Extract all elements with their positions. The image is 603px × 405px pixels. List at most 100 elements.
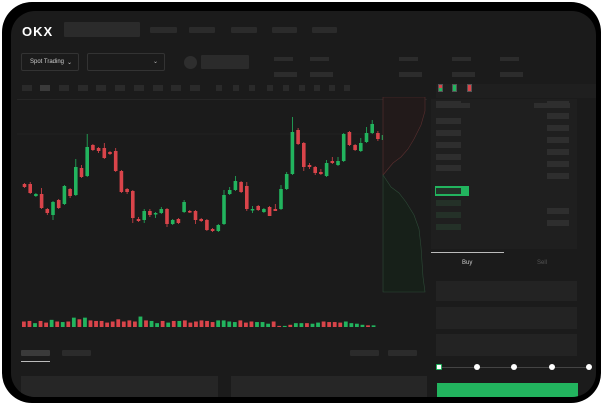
chart-tool-button[interactable] bbox=[190, 85, 200, 91]
filter-button[interactable] bbox=[350, 350, 379, 356]
volume-bar bbox=[149, 320, 154, 327]
chart-tool-button[interactable] bbox=[171, 85, 181, 91]
candle-body bbox=[108, 152, 112, 154]
nav-item[interactable] bbox=[189, 27, 215, 33]
candlestick-chart[interactable] bbox=[11, 11, 431, 341]
coin-icon bbox=[184, 56, 197, 69]
nav-item[interactable] bbox=[272, 27, 297, 33]
amount-input[interactable] bbox=[436, 307, 577, 329]
trading-mode-dropdown[interactable]: Spot Trading ⌄ bbox=[21, 53, 79, 71]
history-tab[interactable] bbox=[62, 350, 91, 356]
candle-body bbox=[307, 165, 312, 167]
slider-step[interactable] bbox=[473, 364, 480, 370]
volume-bar bbox=[71, 317, 76, 327]
pair-price bbox=[201, 55, 249, 69]
chart-tool-icon[interactable] bbox=[314, 85, 320, 91]
nav-item[interactable] bbox=[150, 27, 177, 33]
candle-body bbox=[347, 132, 352, 145]
filter-button[interactable] bbox=[388, 350, 417, 356]
search-bar[interactable] bbox=[64, 22, 140, 37]
candle-body bbox=[245, 186, 249, 209]
orderbook-price bbox=[436, 212, 461, 218]
volume-bar bbox=[27, 320, 32, 327]
volume-bar bbox=[49, 319, 54, 327]
orderbook-buy-icon[interactable] bbox=[452, 84, 457, 92]
candle-body bbox=[79, 168, 84, 177]
chart-tool-button[interactable] bbox=[115, 85, 125, 91]
stat-value bbox=[452, 72, 475, 77]
sell-tab[interactable]: Sell bbox=[537, 260, 548, 266]
candle-body bbox=[330, 161, 335, 163]
chart-tool-icon[interactable] bbox=[299, 85, 305, 91]
candle-body bbox=[22, 184, 27, 187]
orderbook-price bbox=[436, 142, 461, 148]
candle-body bbox=[148, 211, 152, 215]
slider-step[interactable] bbox=[436, 364, 442, 370]
pair-dropdown[interactable]: ⌄ bbox=[87, 53, 165, 71]
candle-body bbox=[336, 161, 340, 165]
volume-bar bbox=[210, 322, 215, 327]
candle-body bbox=[210, 229, 215, 231]
candle-body bbox=[376, 133, 380, 139]
orderbook-sell-icon[interactable] bbox=[467, 84, 472, 92]
chart-tool-button[interactable] bbox=[22, 85, 32, 91]
chart-tool-icon[interactable] bbox=[249, 85, 255, 91]
chart-tool-icon[interactable] bbox=[344, 85, 350, 91]
candle-body bbox=[324, 163, 329, 176]
chart-tool-button[interactable] bbox=[96, 85, 106, 91]
volume-bar bbox=[355, 323, 359, 327]
nav-item[interactable] bbox=[231, 27, 257, 33]
orderbook-size bbox=[547, 173, 569, 179]
stat-value bbox=[500, 72, 523, 77]
volume-bar bbox=[38, 320, 43, 327]
volume-bar bbox=[371, 325, 376, 327]
volume-bar bbox=[282, 325, 287, 327]
chart-tool-icon[interactable] bbox=[216, 85, 222, 91]
chart-tool-button[interactable] bbox=[40, 85, 50, 91]
volume-bar bbox=[105, 322, 110, 327]
chart-tool-icon[interactable] bbox=[283, 85, 289, 91]
slider-step[interactable] bbox=[548, 364, 555, 370]
stat-label bbox=[452, 57, 471, 61]
candle-body bbox=[199, 219, 203, 221]
candle-body bbox=[205, 220, 209, 230]
volume-bar bbox=[316, 322, 320, 327]
candle-body bbox=[56, 200, 61, 208]
volume-bar bbox=[255, 322, 259, 327]
orders-tab[interactable] bbox=[21, 350, 50, 356]
okx-logo[interactable]: OKX bbox=[22, 24, 54, 39]
chart-tool-button[interactable] bbox=[78, 85, 88, 91]
chart-tool-icon[interactable] bbox=[233, 85, 239, 91]
buy-tab[interactable]: Buy bbox=[462, 260, 473, 266]
candle-body bbox=[159, 209, 164, 213]
candle-body bbox=[313, 167, 317, 173]
volume-bar bbox=[110, 321, 115, 327]
orderbook-price bbox=[436, 224, 461, 230]
volume-bar bbox=[205, 320, 209, 327]
slider-step[interactable] bbox=[511, 364, 517, 370]
volume-bar bbox=[77, 319, 82, 327]
orderbook-both-icon[interactable] bbox=[438, 84, 443, 92]
orderbook-size bbox=[547, 161, 569, 167]
candle-body bbox=[222, 195, 226, 224]
depth-ask-area bbox=[382, 97, 426, 176]
candle-body bbox=[113, 151, 118, 171]
volume-bar bbox=[277, 325, 282, 327]
candle-body bbox=[296, 130, 300, 144]
nav-item[interactable] bbox=[312, 27, 337, 33]
chart-tool-icon[interactable] bbox=[329, 85, 335, 91]
slider-step[interactable] bbox=[586, 364, 592, 370]
candle-body bbox=[91, 145, 95, 150]
candle-body bbox=[256, 206, 260, 210]
volume-bar bbox=[116, 319, 121, 327]
total-input[interactable] bbox=[436, 334, 577, 356]
price-input[interactable] bbox=[436, 281, 577, 301]
buy-submit-button[interactable] bbox=[437, 383, 578, 397]
chart-tool-button[interactable] bbox=[59, 85, 69, 91]
chart-tool-button[interactable] bbox=[153, 85, 163, 91]
chart-tool-button[interactable] bbox=[134, 85, 144, 91]
chart-tool-icon[interactable] bbox=[267, 85, 273, 91]
volume-bar bbox=[327, 322, 332, 327]
volume-bar bbox=[88, 320, 93, 327]
